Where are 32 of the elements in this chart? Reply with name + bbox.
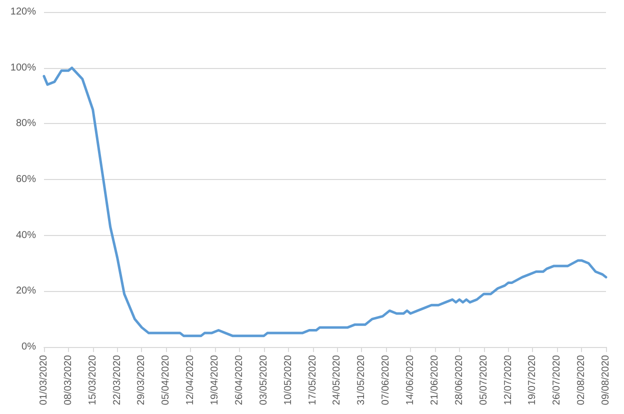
x-tick-label: 03/05/2020: [258, 354, 270, 406]
x-tick-label: 28/06/2020: [454, 354, 465, 406]
y-tick-label: 0%: [22, 342, 36, 352]
x-tick-label: 21/06/2020: [429, 354, 440, 406]
line-series: [42, 66, 608, 338]
y-tick-label: 100%: [10, 62, 36, 74]
x-tick-label: 05/04/2020: [160, 354, 172, 406]
x-tick-label: 31/05/2020: [356, 354, 368, 406]
x-tick-label: 26/04/2020: [234, 354, 245, 406]
y-tick-label: 80%: [16, 118, 36, 130]
x-tick-label: 08/03/2020: [62, 354, 74, 406]
y-tick-label: 120%: [10, 6, 36, 18]
x-tick-label: 26/07/2020: [552, 354, 563, 406]
x-tick-label: 10/05/2020: [282, 354, 294, 406]
x-tick-label: 09/08/2020: [600, 354, 612, 406]
x-tick-label: 24/05/2020: [332, 354, 343, 406]
x-tick-label: 12/07/2020: [502, 354, 514, 406]
y-tick-label: 60%: [16, 174, 36, 185]
x-tick-label: 19/07/2020: [527, 354, 538, 406]
x-tick-label: 05/07/2020: [478, 354, 490, 406]
x-tick-label: 19/04/2020: [210, 354, 221, 406]
x-tick-label: 29/03/2020: [136, 354, 148, 406]
x-tick-label: 02/08/2020: [576, 354, 588, 406]
x-tick-label: 12/04/2020: [185, 354, 196, 406]
x-tick-label: 22/03/2020: [112, 354, 123, 406]
x-tick-label: 15/03/2020: [87, 354, 98, 406]
y-tick-label: 20%: [16, 286, 36, 297]
x-tick-label: 17/05/2020: [307, 354, 318, 406]
y-tick-label: 40%: [16, 230, 36, 241]
x-tick-label: 01/03/2020: [38, 354, 50, 406]
x-tick-label: 07/06/2020: [380, 354, 392, 406]
x-tick-label: 14/06/2020: [405, 354, 416, 406]
